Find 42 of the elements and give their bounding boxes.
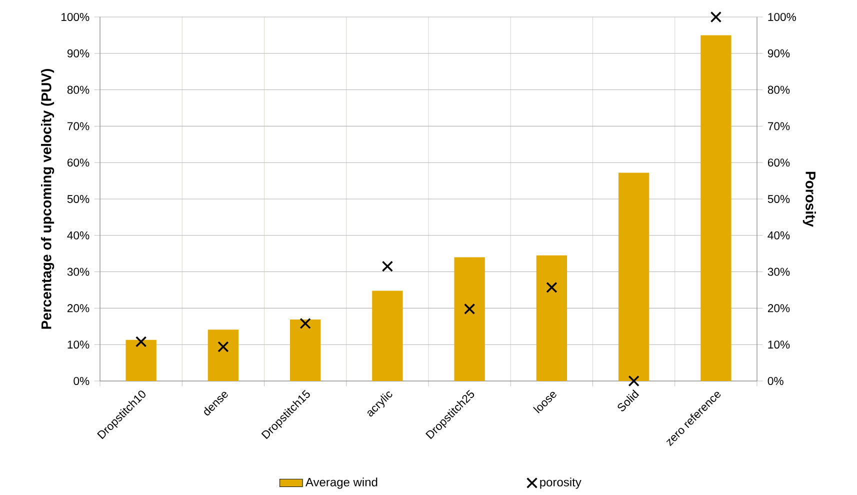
y2-tick-label: 30% bbox=[768, 268, 790, 276]
y2-tick-label: 20% bbox=[768, 304, 790, 312]
y-tick-label: 70% bbox=[68, 122, 90, 130]
y2-tick-label: 0% bbox=[768, 376, 784, 385]
y-tick-label: 90% bbox=[67, 49, 90, 58]
bar bbox=[454, 257, 485, 381]
bar bbox=[290, 319, 321, 381]
y-tick-label: 40% bbox=[67, 231, 90, 240]
point bbox=[135, 336, 147, 348]
point bbox=[300, 318, 311, 330]
y-tick-label: 50% bbox=[67, 194, 90, 203]
y2-tick-label: 90% bbox=[768, 49, 790, 58]
y2-tick-label: 100% bbox=[768, 12, 796, 21]
y2-tick-label: 70% bbox=[768, 122, 790, 130]
legend-label: porosity bbox=[540, 478, 582, 489]
y-tick-label: 80% bbox=[67, 86, 90, 94]
y2-axis-title: Porosity bbox=[802, 172, 816, 227]
point bbox=[628, 375, 640, 387]
bar bbox=[372, 290, 403, 381]
y2-tick-label: 40% bbox=[768, 231, 790, 240]
y-tick-label: 10% bbox=[68, 340, 90, 349]
point bbox=[382, 260, 394, 272]
y2-tick-label: 50% bbox=[768, 194, 790, 203]
point bbox=[464, 303, 476, 314]
y2-tick-label: 10% bbox=[768, 340, 790, 349]
y-tick-label: 60% bbox=[68, 158, 90, 167]
point bbox=[218, 341, 229, 352]
y2-tick-label: 60% bbox=[768, 158, 790, 167]
point bbox=[546, 282, 558, 294]
bar bbox=[126, 340, 156, 381]
bar bbox=[208, 330, 239, 381]
point bbox=[710, 11, 722, 23]
y-axis-title: Percentage of upcoming velocity (PUV) bbox=[41, 69, 54, 329]
y-tick-label: 100% bbox=[61, 12, 90, 21]
y-tick-label: 20% bbox=[67, 304, 90, 312]
y2-tick-label: 80% bbox=[768, 86, 790, 94]
y-tick-label: 30% bbox=[67, 268, 90, 276]
bar bbox=[700, 35, 732, 381]
y-tick-label: 0% bbox=[74, 376, 90, 385]
legend-label: Average wind bbox=[305, 478, 378, 489]
bar bbox=[618, 172, 650, 381]
bar bbox=[536, 255, 568, 381]
